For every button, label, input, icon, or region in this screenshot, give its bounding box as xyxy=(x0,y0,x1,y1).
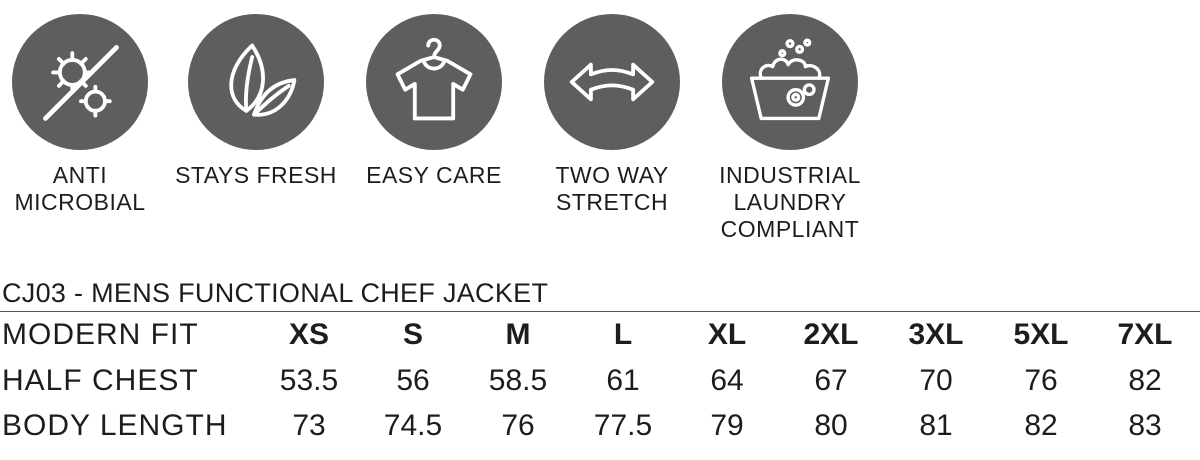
table-cell: 74.5 xyxy=(368,409,458,443)
feature-label: TWO WAY STRETCH xyxy=(527,162,697,216)
size-2xl: 2XL xyxy=(786,318,876,352)
feature-easy-care: EASY CARE xyxy=(349,14,519,189)
table-cell: 77.5 xyxy=(578,409,668,443)
size-5xl: 5XL xyxy=(996,318,1086,352)
size-s: S xyxy=(368,318,458,352)
stays-fresh-badge xyxy=(188,14,324,150)
anti-microbial-icon xyxy=(32,34,128,130)
size-m: M xyxy=(473,318,563,352)
table-cell: 76 xyxy=(996,364,1086,398)
size-3xl: 3XL xyxy=(891,318,981,352)
body-length-row: BODY LENGTH 73 74.5 76 77.5 79 80 81 82 … xyxy=(0,409,1200,455)
anti-microbial-badge xyxy=(12,14,148,150)
table-cell: 73 xyxy=(264,409,354,443)
table-cell: 82 xyxy=(1100,364,1190,398)
table-cell: 67 xyxy=(786,364,876,398)
title-divider xyxy=(0,311,1200,312)
table-cell: 82 xyxy=(996,409,1086,443)
size-7xl: 7XL xyxy=(1100,318,1190,352)
table-cell: 58.5 xyxy=(473,364,563,398)
feature-industrial-laundry: INDUSTRIAL LAUNDRY COMPLIANT xyxy=(705,14,875,243)
size-xl: XL xyxy=(682,318,772,352)
table-cell: 83 xyxy=(1100,409,1190,443)
feature-label: EASY CARE xyxy=(349,162,519,189)
chart-title: CJ03 - MENS FUNCTIONAL CHEF JACKET xyxy=(2,278,548,309)
table-cell: 76 xyxy=(473,409,563,443)
row-label: HALF CHEST xyxy=(2,364,199,398)
table-cell: 79 xyxy=(682,409,772,443)
feature-label: ANTI MICROBIAL xyxy=(0,162,165,216)
row-label: BODY LENGTH xyxy=(2,409,228,443)
table-cell: 53.5 xyxy=(264,364,354,398)
leaf-icon xyxy=(208,34,304,130)
feature-anti-microbial: ANTI MICROBIAL xyxy=(0,14,165,216)
table-cell: 61 xyxy=(578,364,668,398)
table-cell: 64 xyxy=(682,364,772,398)
size-xs: XS xyxy=(264,318,354,352)
half-chest-row: HALF CHEST 53.5 56 58.5 61 64 67 70 76 8… xyxy=(0,364,1200,410)
feature-two-way-stretch: TWO WAY STRETCH xyxy=(527,14,697,216)
table-cell: 70 xyxy=(891,364,981,398)
easy-care-badge xyxy=(366,14,502,150)
two-way-stretch-badge xyxy=(544,14,680,150)
size-header-row: MODERN FIT XS S M L XL 2XL 3XL 5XL 7XL xyxy=(0,318,1200,364)
table-cell: 80 xyxy=(786,409,876,443)
size-l: L xyxy=(578,318,668,352)
double-arrow-icon xyxy=(564,34,660,130)
laundry-basin-icon xyxy=(742,34,838,130)
feature-label: STAYS FRESH xyxy=(171,162,341,189)
industrial-laundry-badge xyxy=(722,14,858,150)
feature-label: INDUSTRIAL LAUNDRY COMPLIANT xyxy=(705,162,875,243)
table-cell: 81 xyxy=(891,409,981,443)
tshirt-hanger-icon xyxy=(386,34,482,130)
feature-stays-fresh: STAYS FRESH xyxy=(171,14,341,189)
fit-label: MODERN FIT xyxy=(2,318,199,352)
table-cell: 56 xyxy=(368,364,458,398)
